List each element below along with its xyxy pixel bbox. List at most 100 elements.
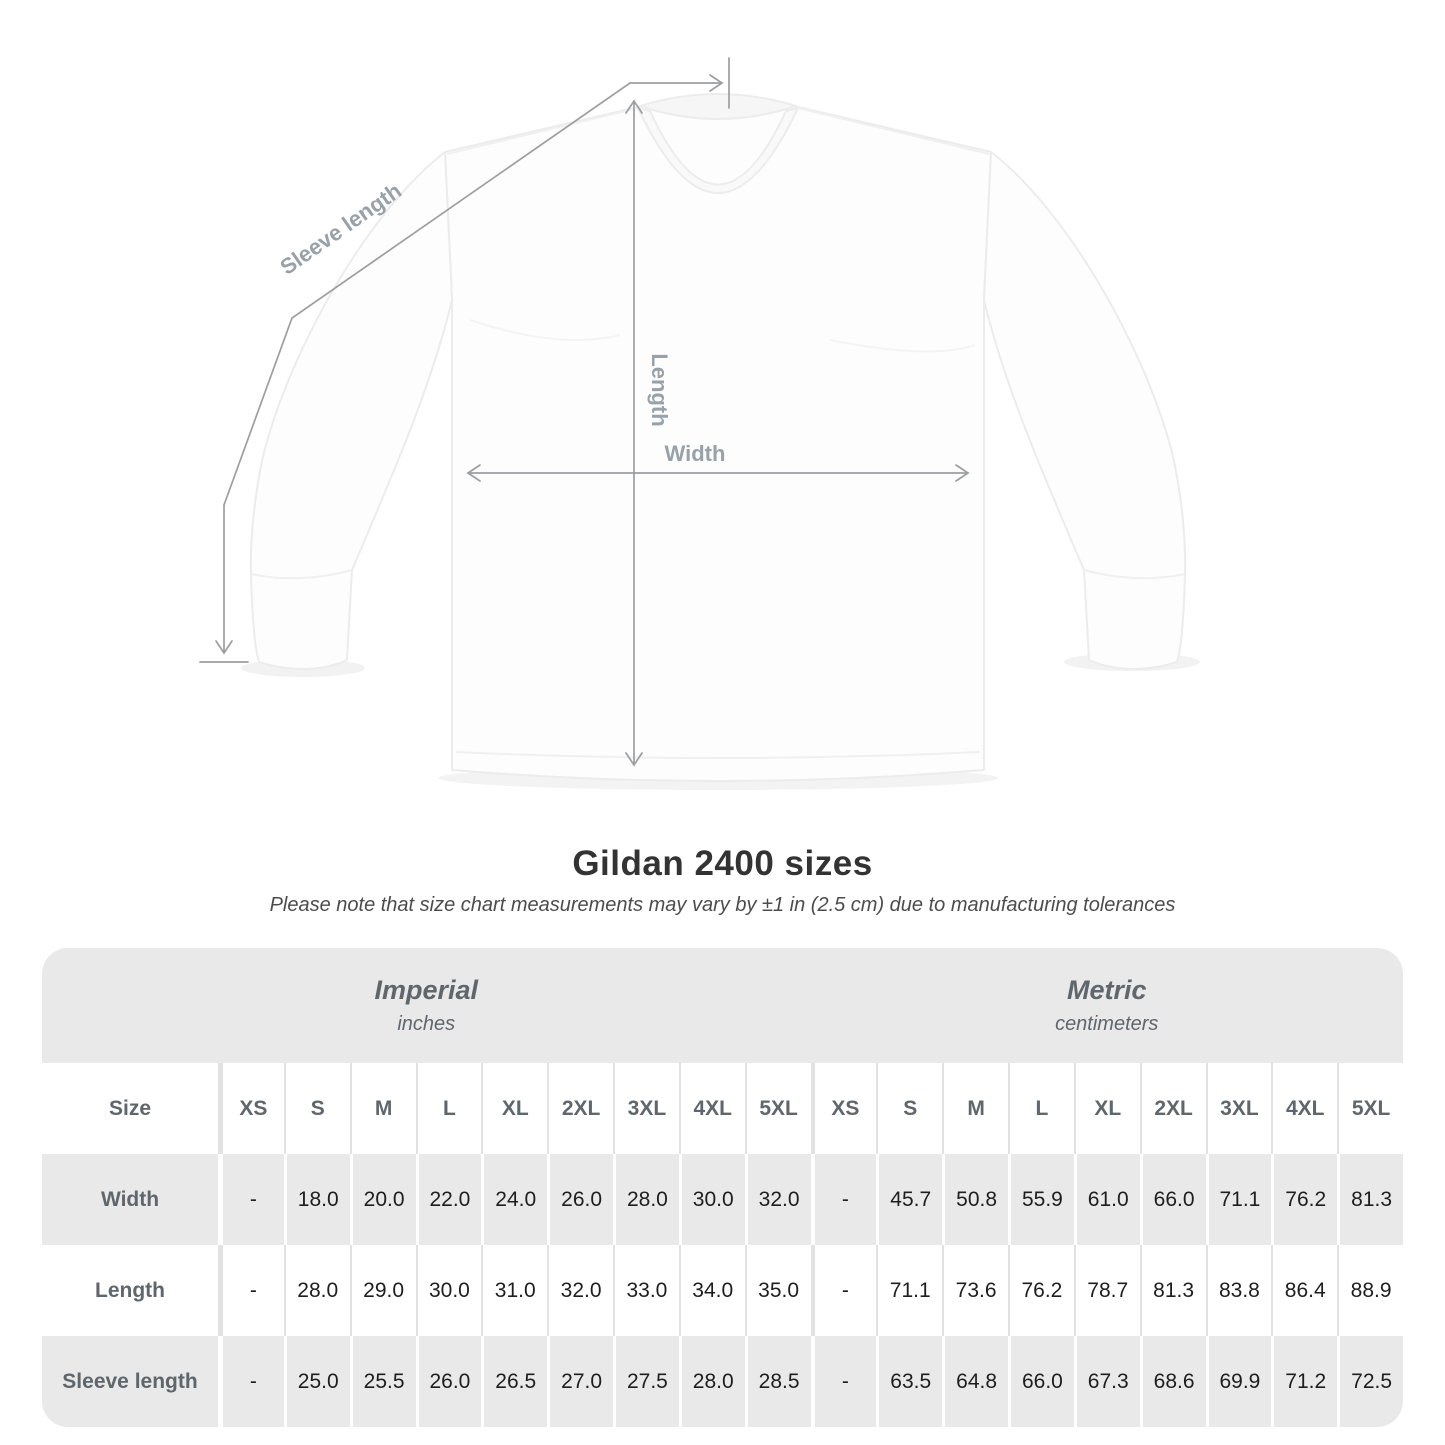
metric-title: Metric [1066,975,1147,1005]
table-cell: 30.0 [415,1245,482,1336]
table-cell: 67.3 [1073,1336,1140,1427]
shirt-body [444,97,992,782]
size-col-header: 3XL [613,1063,679,1154]
measurement-lines [199,57,970,767]
table-cell: 66.0 [1139,1154,1206,1245]
size-col-header: 5XL [1337,1063,1403,1154]
size-col-header: M [349,1063,416,1154]
table-cell: 71.2 [1271,1336,1338,1427]
table-cell: 45.7 [876,1154,943,1245]
table-cell: 18.0 [283,1154,350,1245]
table-cell: 20.0 [349,1154,416,1245]
table-cell: 63.5 [876,1336,943,1427]
table-cell: 76.2 [1008,1245,1074,1336]
size-col-header: XL [481,1063,547,1154]
table-cell: 69.9 [1205,1336,1272,1427]
size-header-cell: Size [108,1096,152,1120]
metric-group-header: Metric centimeters [811,948,1404,1063]
size-col-header: XS [218,1063,284,1154]
length-arrow-down-icon [625,752,643,767]
table-cell: - [218,1245,284,1336]
shirt-back-collar [639,93,797,120]
table-cell: 61.0 [1073,1154,1140,1245]
row-label: Width [42,1154,218,1245]
size-header-row: Size XS S M L XL 2XL 3XL 4XL 5XL XS S M … [42,1063,1403,1154]
size-col-header: L [415,1063,482,1154]
table-cell: 83.8 [1205,1245,1272,1336]
size-col-header: S [283,1063,350,1154]
table-cell: 33.0 [613,1245,679,1336]
size-col-header: 2XL [1139,1063,1206,1154]
tolerance-note: Please note that size chart measurements… [269,894,1176,916]
width-label: Width [665,441,726,466]
shirt-left-sleeve [249,151,453,670]
table-cell: 34.0 [678,1245,745,1336]
table-cell: 71.1 [876,1245,942,1336]
size-col-header: 3XL [1205,1063,1272,1154]
table-cell: 32.0 [744,1154,811,1245]
size-col-header: L [1008,1063,1074,1154]
size-col-header: M [942,1063,1008,1154]
table-cell: 81.3 [1337,1154,1403,1245]
table-cell: 25.5 [349,1336,416,1427]
unit-header-band: Imperial inches Metric centimeters [42,948,1403,1063]
size-col-header: 4XL [1271,1063,1337,1154]
table-cell: 64.8 [942,1336,1008,1427]
size-table: Imperial inches Metric centimeters Size … [42,948,1403,1427]
table-cell: 35.0 [744,1245,811,1336]
table-cell: 30.0 [678,1154,745,1245]
sleeve-length-row: Sleeve length - 25.0 25.5 26.0 26.5 27.0… [42,1336,1403,1427]
table-cell: 68.6 [1139,1336,1206,1427]
shirt-illustration [249,93,1187,782]
size-col-header: S [876,1063,942,1154]
row-label: Length [95,1278,165,1302]
table-cell: 28.0 [678,1336,745,1427]
table-cell: 71.1 [1205,1154,1272,1245]
table-cell: 32.0 [547,1245,613,1336]
table-cell: 26.5 [481,1336,548,1427]
width-arrow-left-icon [466,464,481,482]
imperial-unit: inches [397,1013,456,1035]
table-cell: 86.4 [1271,1245,1337,1336]
row-label: Sleeve length [42,1336,218,1427]
table-cell: 26.0 [547,1154,613,1245]
table-cell: 27.5 [613,1336,679,1427]
table-cell: 55.9 [1008,1154,1074,1245]
table-cell: 22.0 [415,1154,482,1245]
length-label: Length [647,353,672,426]
table-cell: - [218,1336,284,1427]
size-col-header: XS [810,1063,877,1154]
table-cell: 73.6 [942,1245,1008,1336]
table-cell: 28.5 [744,1336,811,1427]
table-cell: 50.8 [942,1154,1008,1245]
table-cell: 81.3 [1139,1245,1206,1336]
size-col-header: 5XL [744,1063,811,1154]
table-cell: 26.0 [415,1336,482,1427]
table-cell: - [810,1154,877,1245]
length-row: Length - 28.0 29.0 30.0 31.0 32.0 33.0 3… [42,1245,1403,1336]
table-cell: 76.2 [1271,1154,1338,1245]
table-cell: - [218,1154,284,1245]
shirt-seams [250,107,1186,759]
table-cell: 24.0 [481,1154,548,1245]
table-cell: - [810,1245,877,1336]
page-title: Gildan 2400 sizes [572,844,873,883]
table-cell: 78.7 [1073,1245,1140,1336]
sleeve-line [223,82,723,654]
imperial-title: Imperial [374,975,479,1005]
table-cell: 66.0 [1008,1336,1074,1427]
imperial-group-header: Imperial inches [42,948,811,1063]
shirt-collar-band [637,107,799,194]
size-col-header: XL [1073,1063,1140,1154]
width-row: Width - 18.0 20.0 22.0 24.0 26.0 28.0 30… [42,1154,1403,1245]
size-col-header: 2XL [547,1063,613,1154]
table-cell: 29.0 [349,1245,416,1336]
length-arrow-up-icon [625,99,643,114]
table-cell: 72.5 [1337,1336,1403,1427]
table-cell: 25.0 [283,1336,350,1427]
table-cell: 27.0 [547,1336,613,1427]
shirt-right-sleeve [983,151,1187,670]
table-cell: 31.0 [481,1245,547,1336]
width-arrow-right-icon [955,464,970,482]
table-cell: 28.0 [613,1154,679,1245]
